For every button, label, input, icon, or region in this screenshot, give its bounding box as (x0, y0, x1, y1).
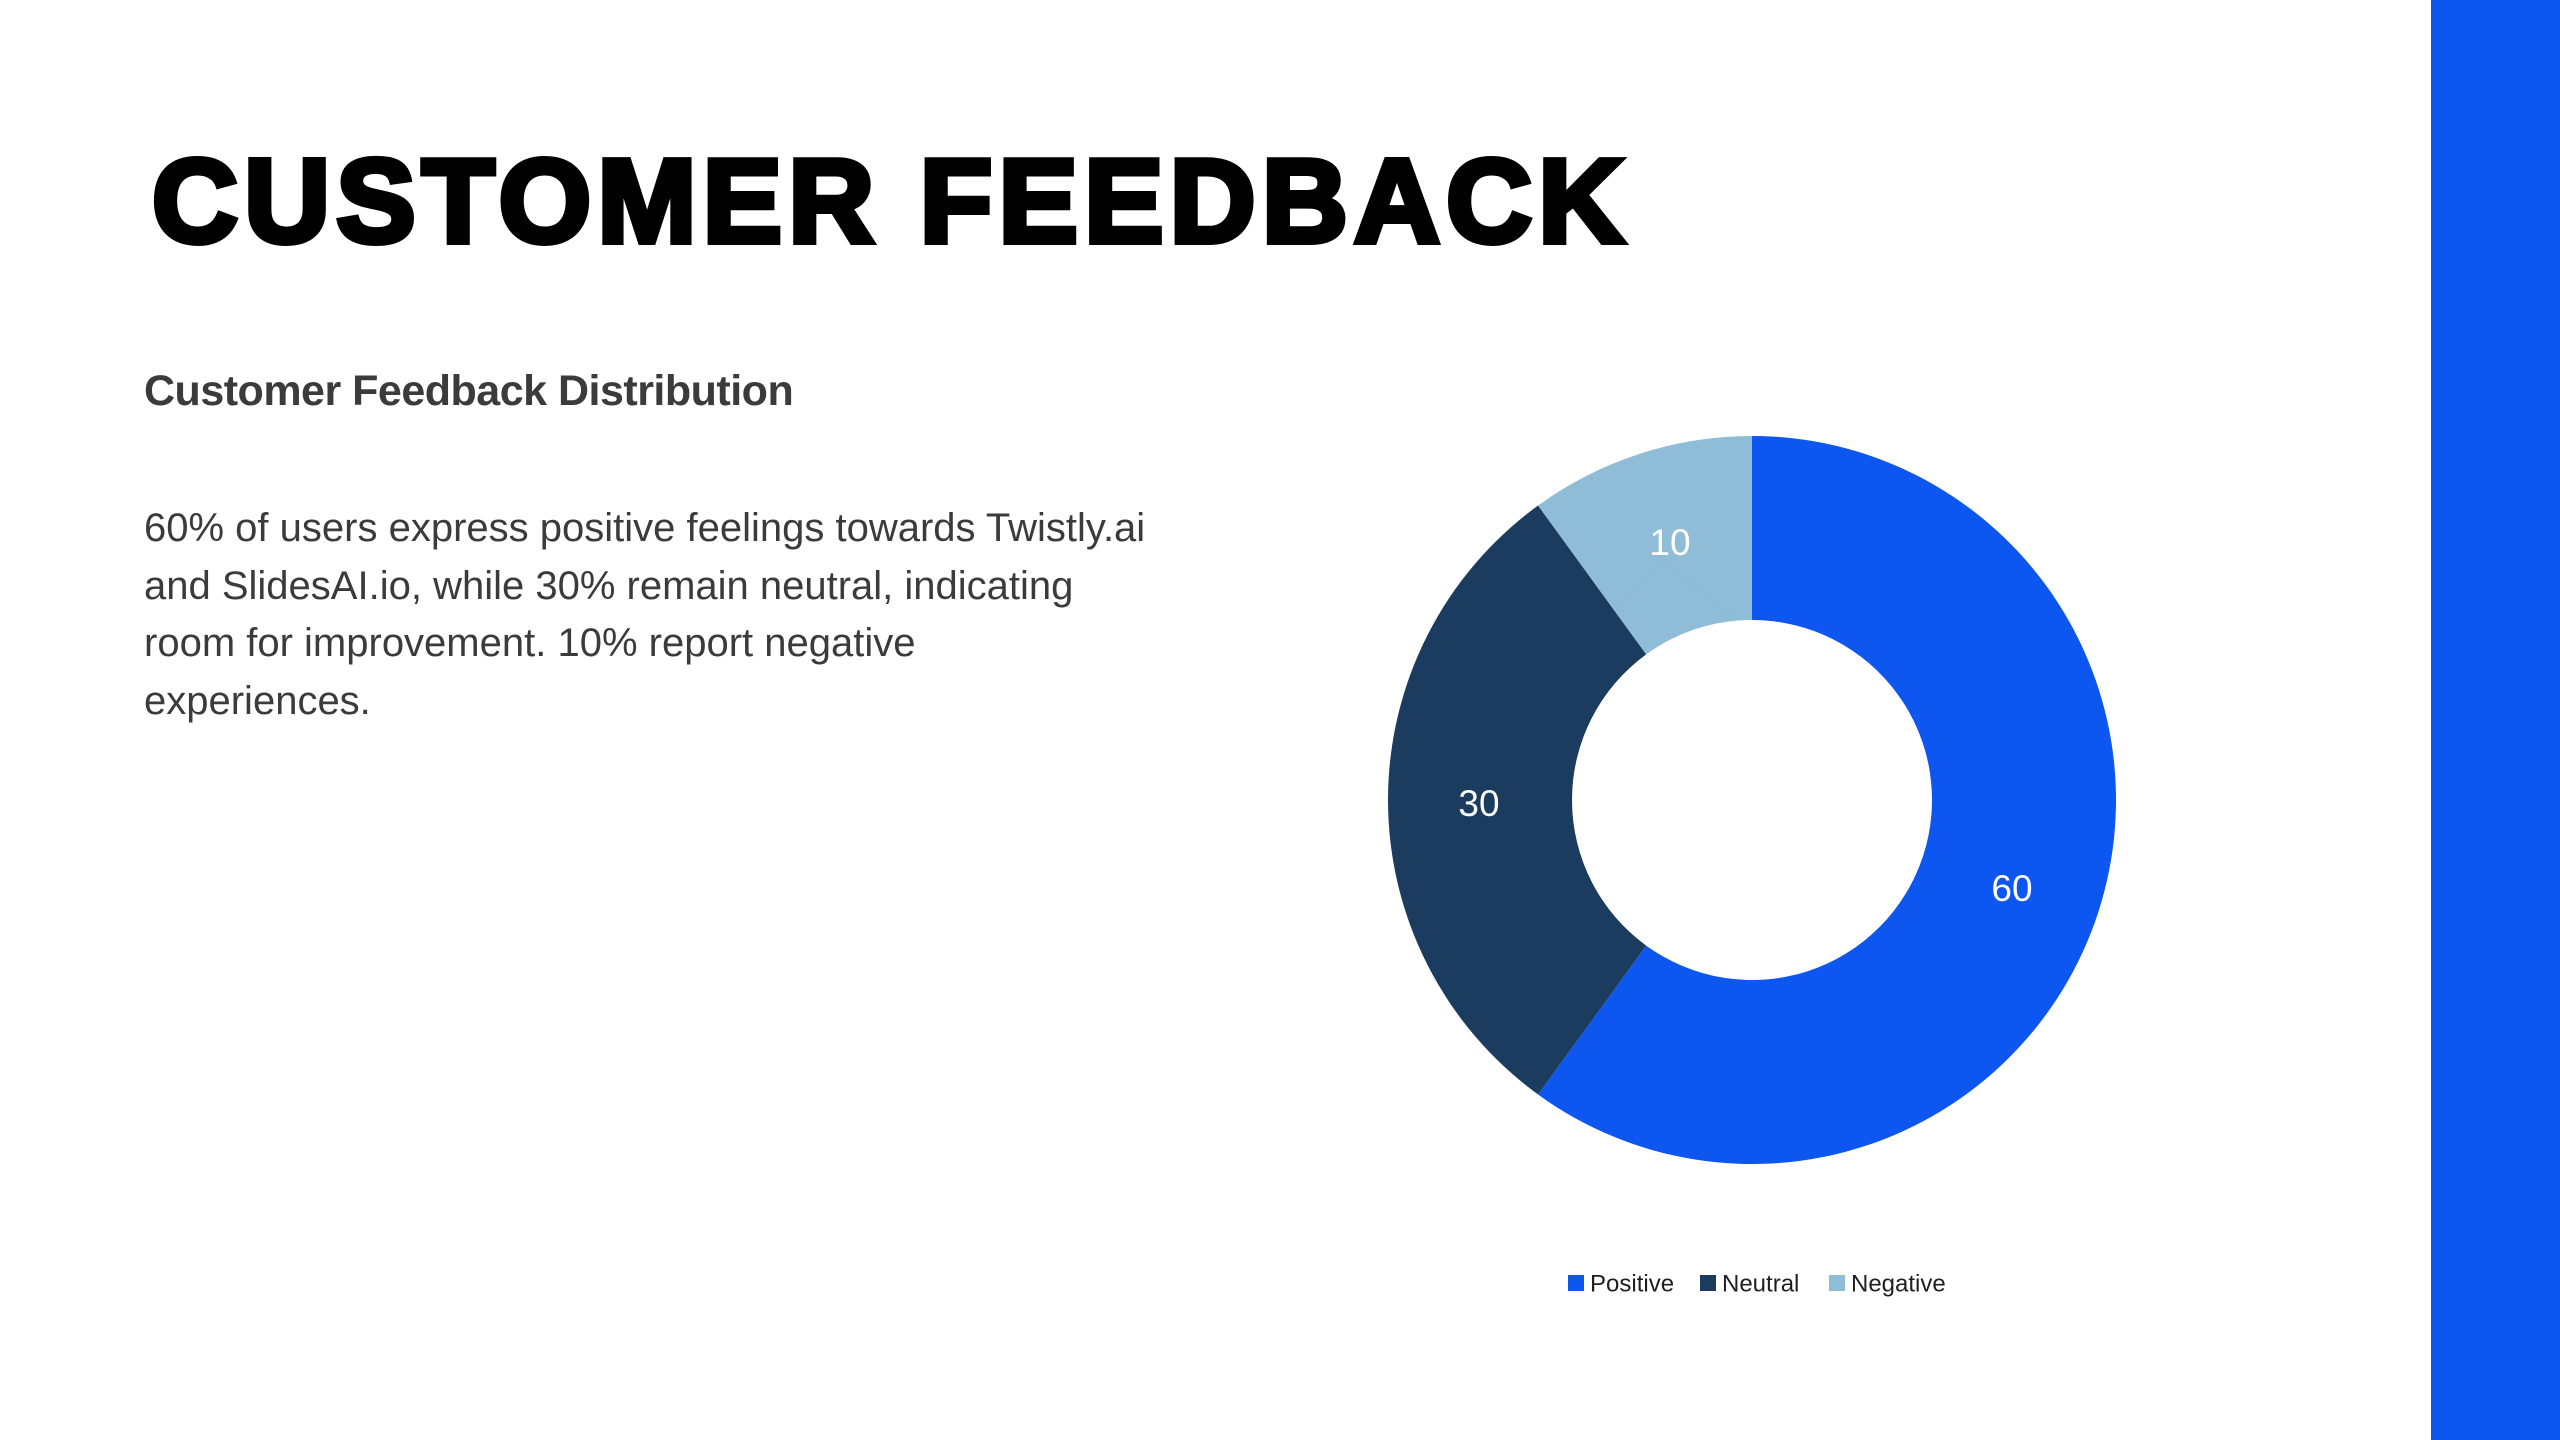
svg-text:60: 60 (1991, 868, 2032, 909)
svg-text:10: 10 (1649, 522, 1690, 563)
svg-text:Negative: Negative (1851, 1271, 1946, 1298)
svg-text:Positive: Positive (1590, 1271, 1674, 1298)
svg-text:Neutral: Neutral (1722, 1271, 1799, 1298)
svg-text:30: 30 (1458, 783, 1499, 824)
